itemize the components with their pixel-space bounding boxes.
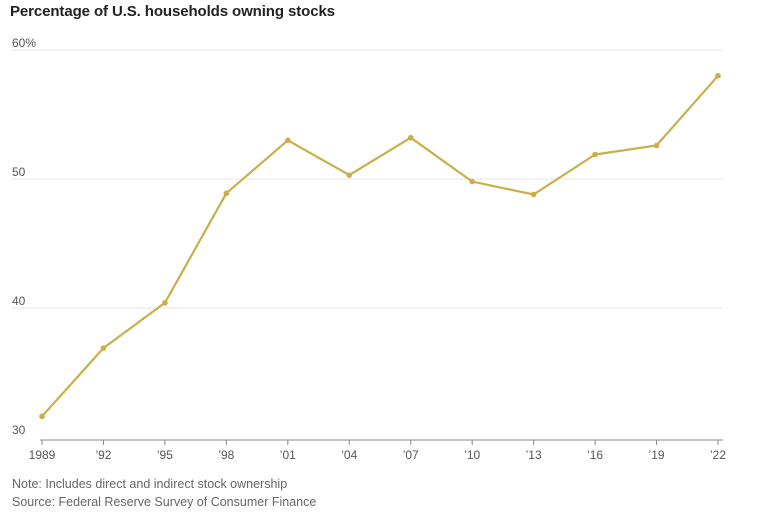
data-point [100, 345, 107, 351]
x-tick-label: ’95 [157, 448, 173, 462]
x-tick-label: ’22 [710, 448, 726, 462]
series-layer [39, 73, 721, 420]
y-axis-labels: 30 40 50 60% [12, 36, 36, 437]
data-point [715, 73, 721, 79]
chart-title: Percentage of U.S. households owning sto… [10, 3, 335, 20]
x-tick-label: ’07 [403, 448, 419, 462]
data-point [346, 172, 353, 178]
gridlines [12, 49, 723, 309]
x-tick-label: ’13 [526, 448, 542, 462]
x-axis-labels: 1989 ’92 ’95 ’98 ’01 ’04 ’07 ’10 ’13 ’16 ’19 ’22 [29, 448, 727, 462]
chart-source: Source: Federal Reserve Survey of Consum… [12, 495, 317, 509]
x-tick-label: ’04 [341, 448, 357, 462]
data-point [162, 300, 168, 306]
y-tick-label-60: 60% [12, 36, 36, 50]
y-tick-label-40: 40 [12, 294, 26, 308]
data-point [469, 178, 475, 185]
data-point [530, 191, 537, 198]
y-tick-label-50: 50 [12, 165, 26, 179]
data-point [407, 134, 414, 141]
data-point [592, 151, 598, 158]
x-tick-label: ’01 [280, 448, 296, 462]
x-tick-label: ’92 [95, 448, 111, 462]
x-tick-label: ’16 [587, 448, 603, 462]
data-point [223, 190, 230, 196]
x-axis [40, 439, 723, 445]
chart-note: Note: Includes direct and indirect stock… [12, 477, 288, 491]
x-tick-label: ’19 [649, 448, 665, 462]
data-point [653, 142, 660, 149]
y-tick-label-30: 30 [12, 423, 26, 437]
series-line [40, 74, 720, 418]
x-tick-label: 1989 [29, 448, 56, 462]
data-point [285, 137, 291, 144]
data-point [39, 413, 45, 420]
x-tick-label: ’98 [218, 448, 234, 462]
x-tick-label: ’10 [464, 448, 480, 462]
